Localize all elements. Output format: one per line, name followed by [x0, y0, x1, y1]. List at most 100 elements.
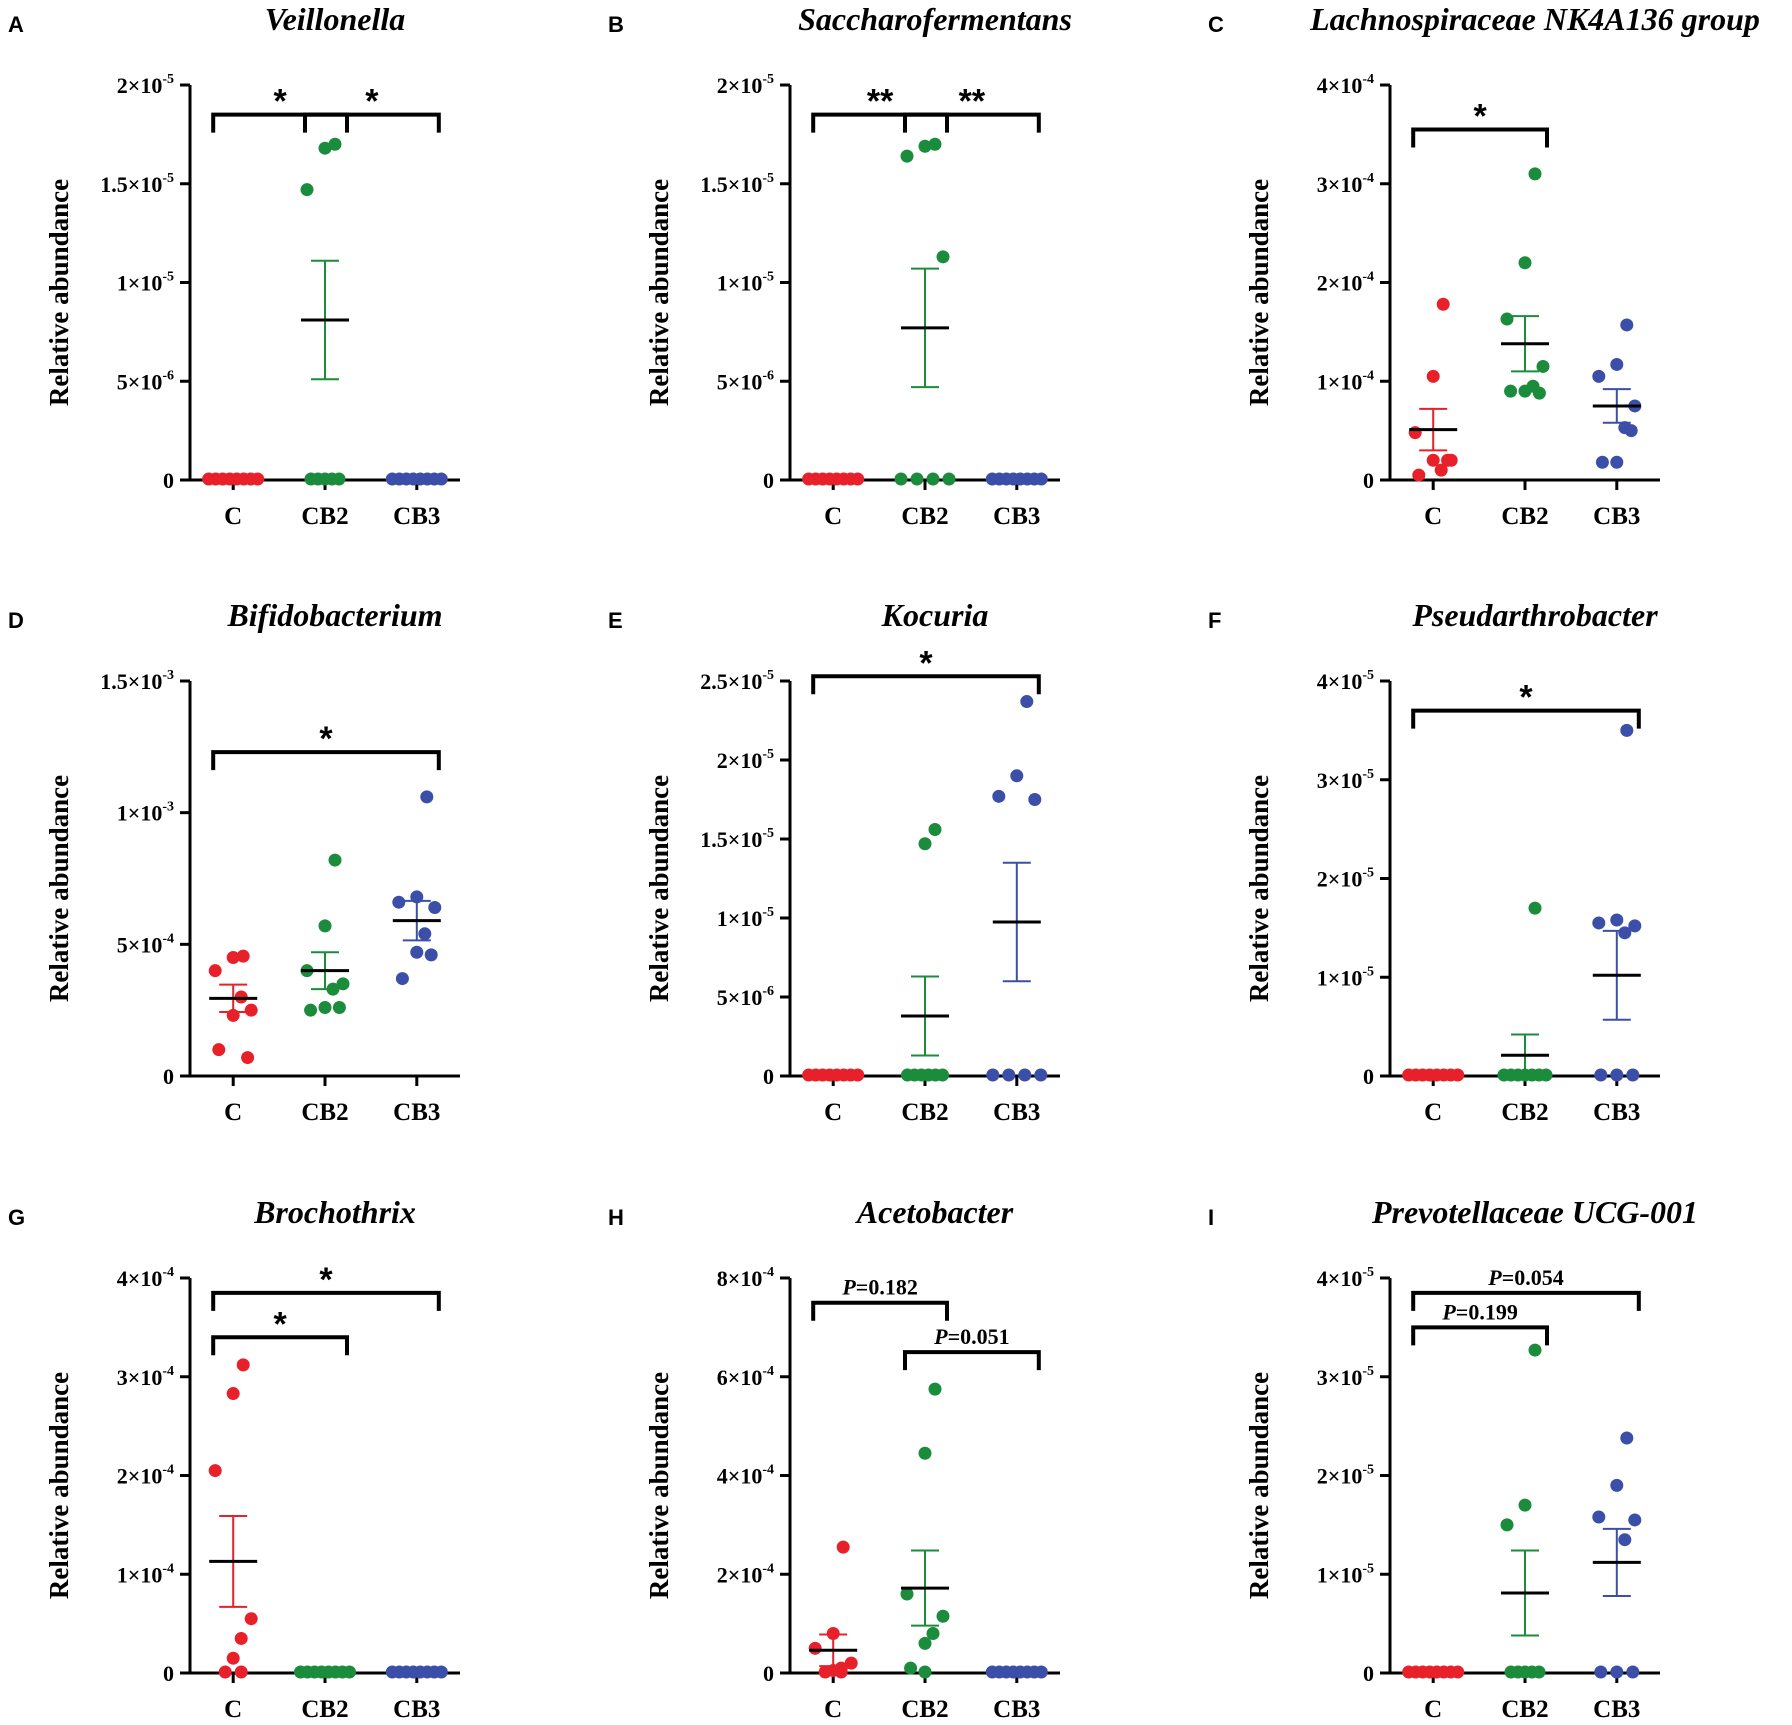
data-point-cb2: [318, 1001, 332, 1015]
x-category-label: CB3: [393, 503, 440, 530]
y-tick-exponent: -6: [762, 368, 774, 383]
data-point-cb2: [1536, 359, 1550, 373]
y-tick-exponent: -5: [762, 72, 774, 87]
data-point-c: [244, 1003, 258, 1017]
x-category-label: CB2: [301, 1696, 348, 1723]
y-tick-exponent: -5: [162, 171, 174, 186]
x-category-label: CB2: [1501, 1099, 1548, 1126]
data-point-cb3: [1610, 913, 1624, 927]
data-point-cb2: [928, 1382, 942, 1396]
data-point-c: [208, 1464, 222, 1478]
p-value: =0.054: [1502, 1265, 1564, 1290]
data-point-cb2: [1528, 901, 1542, 915]
significance-bracket: [1411, 127, 1549, 148]
y-tick-label: 4×10-5: [1317, 1265, 1374, 1291]
x-category-label: CB2: [301, 1099, 348, 1126]
data-point-cb2: [343, 1665, 356, 1679]
significance-bracket: [303, 112, 441, 133]
data-point-c: [1434, 463, 1448, 477]
y-tick-label: 4×10-5: [1317, 668, 1374, 694]
data-point-cb2: [332, 1001, 346, 1015]
y-tick-label: 1×10-5: [1317, 1561, 1374, 1587]
data-point-c: [234, 1631, 248, 1645]
y-tick-label: 1.5×10-5: [100, 171, 174, 197]
x-category-label: C: [1424, 503, 1442, 530]
data-point-cb2: [900, 1587, 914, 1601]
y-axis-label: Relative abundance: [44, 1372, 74, 1599]
panel-title: Kocuria: [881, 597, 989, 633]
data-point-cb3: [1594, 1665, 1608, 1679]
data-point-c: [836, 1540, 850, 1554]
significance-bracket: [811, 1300, 949, 1321]
y-tick-exponent: -4: [1362, 72, 1374, 87]
data-point-cb2: [894, 472, 908, 486]
data-point-cb3: [1610, 1068, 1624, 1082]
data-point-c: [1426, 369, 1440, 383]
data-point-cb3: [410, 945, 424, 959]
y-tick-label: 0: [163, 468, 174, 493]
y-tick-label: 2×10-5: [1317, 866, 1374, 892]
y-tick-label: 2×10-5: [1317, 1463, 1374, 1489]
data-point-cb3: [1628, 919, 1642, 933]
significance-label: P=0.051: [933, 1324, 1010, 1349]
significance-label: **: [867, 83, 894, 121]
significance-label: *: [319, 720, 333, 758]
panel-letter: D: [8, 608, 24, 633]
y-tick-exponent: -4: [762, 1561, 774, 1576]
data-point-cb2: [936, 1609, 950, 1623]
data-point-c: [1451, 1068, 1465, 1082]
y-tick-label: 1×10-4: [1317, 368, 1374, 394]
y-axis-label: Relative abundance: [644, 1372, 674, 1599]
data-point-cb2: [318, 919, 332, 933]
data-point-cb3: [1628, 1513, 1642, 1527]
p-value: =0.182: [856, 1275, 918, 1300]
significance-bracket: [1411, 1325, 1549, 1346]
data-point-cb3: [392, 895, 406, 909]
data-point-c: [212, 1043, 226, 1057]
data-point-cb3: [1620, 318, 1634, 332]
x-category-label: CB3: [1593, 1696, 1640, 1723]
data-point-cb3: [1592, 916, 1606, 930]
y-tick-exponent: -5: [762, 747, 774, 762]
significance-bracket: [903, 112, 1041, 133]
p-value: =0.051: [948, 1324, 1010, 1349]
data-point-cb2: [904, 1661, 918, 1675]
y-tick-exponent: -6: [762, 984, 774, 999]
x-category-label: C: [224, 1696, 242, 1723]
significance-bracket: [211, 1335, 349, 1356]
data-point-cb3: [1595, 455, 1609, 469]
data-point-cb3: [1620, 723, 1634, 737]
panel-d: D Bifidobacterium Relative abundance 0 5×10-…: [8, 597, 460, 1126]
data-point-cb2: [1532, 386, 1546, 400]
data-point-cb3: [1610, 1665, 1624, 1679]
y-axis-label: Relative abundance: [644, 179, 674, 406]
significance-label: P=0.054: [1487, 1265, 1564, 1290]
y-tick-exponent: -5: [1362, 668, 1374, 683]
significance-label: *: [365, 83, 379, 121]
x-category-label: CB3: [1593, 1099, 1640, 1126]
y-tick-exponent: -5: [1362, 1364, 1374, 1379]
data-point-cb2: [318, 141, 332, 155]
panel-title: Pseudarthrobacter: [1411, 597, 1658, 633]
y-tick-exponent: -4: [1362, 368, 1374, 383]
data-point-cb2: [1539, 1068, 1553, 1082]
y-tick-label: 4×10-4: [1317, 72, 1374, 98]
y-tick-exponent: -5: [162, 72, 174, 87]
data-point-c: [851, 472, 865, 486]
panel-letter: F: [1208, 608, 1221, 633]
x-category-label: CB3: [393, 1099, 440, 1126]
y-tick-label: 2×10-4: [1317, 270, 1374, 296]
significance-label: *: [319, 1261, 333, 1299]
panel-letter: I: [1208, 1205, 1214, 1230]
x-category-label: C: [1424, 1099, 1442, 1126]
data-point-cb2: [1504, 384, 1518, 398]
data-point-cb3: [1034, 1665, 1048, 1679]
significance-bracket: [903, 1350, 1041, 1371]
x-category-label: CB3: [993, 503, 1040, 530]
y-tick-exponent: -3: [162, 668, 174, 683]
data-point-c: [808, 1641, 822, 1655]
x-category-label: C: [224, 503, 242, 530]
data-point-cb3: [1034, 1068, 1048, 1082]
y-axis-label: Relative abundance: [644, 775, 674, 1002]
data-point-cb3: [1610, 357, 1624, 371]
